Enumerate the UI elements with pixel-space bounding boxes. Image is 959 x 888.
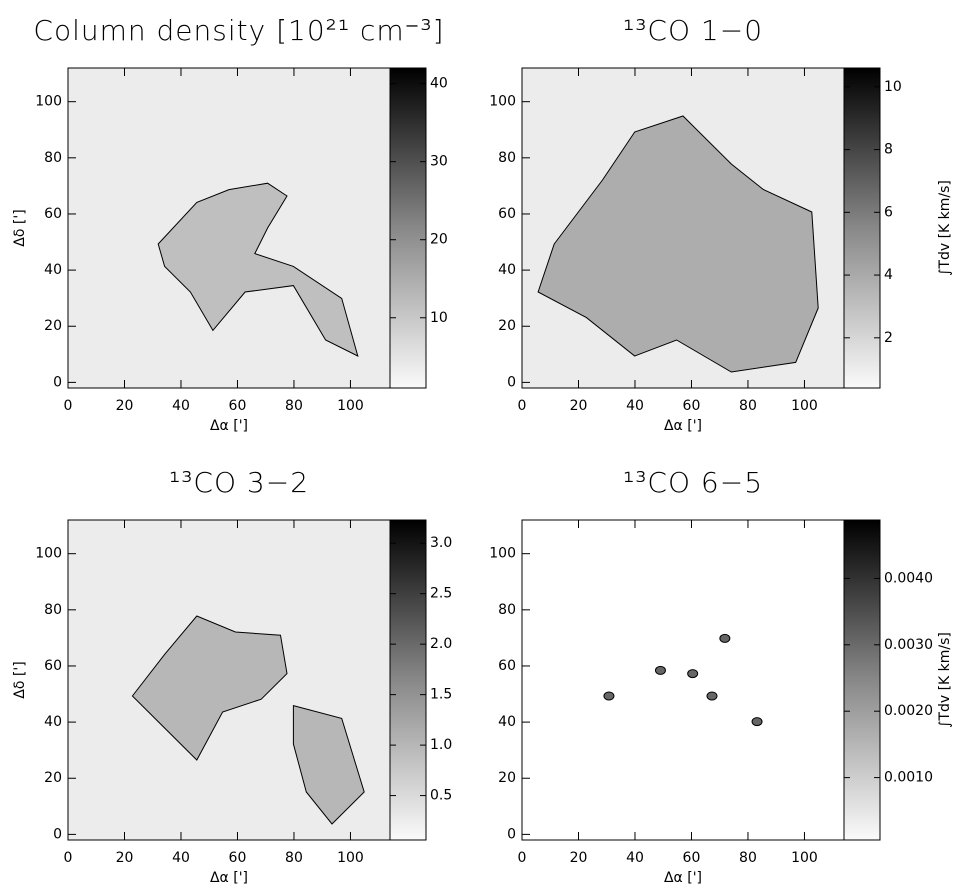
cloud-region — [537, 115, 819, 373]
x-tick-label: 60 — [683, 398, 701, 414]
x-tick-label: 40 — [626, 398, 644, 414]
colorbar-label: ∫Tdv [K km/s] — [937, 632, 953, 728]
x-axis-label: Δα ['] — [210, 418, 248, 434]
panel: ¹³CO 6−5 0 20 40 60 80 100 0 20 40 60 80 100 0.0010 0.… — [489, 466, 953, 886]
colorbar-tick-label: 1.5 — [430, 687, 452, 703]
y-tick-label: 20 — [44, 770, 62, 786]
y-tick-label: 60 — [498, 658, 516, 674]
y-tick-label: 60 — [498, 206, 516, 222]
x-tick-label: 40 — [172, 850, 190, 866]
colorbar — [389, 67, 427, 389]
colorbar-tick-label: 0.5 — [430, 788, 452, 804]
x-tick-label: 20 — [116, 850, 134, 866]
y-tick-label: 100 — [35, 94, 62, 110]
x-axis-label: Δα ['] — [210, 870, 248, 886]
x-tick-label: 20 — [570, 398, 588, 414]
x-tick-label: 100 — [337, 398, 364, 414]
y-tick-label: 40 — [44, 262, 62, 278]
x-tick-label: 80 — [285, 850, 303, 866]
x-tick-label: 60 — [229, 398, 247, 414]
panel-title: ¹³CO 1−0 — [623, 14, 763, 47]
y-axis-label: Δδ ['] — [12, 661, 28, 698]
colorbar-tick-label: 6 — [884, 204, 893, 220]
x-tick-label: 80 — [285, 398, 303, 414]
x-tick-label: 20 — [570, 850, 588, 866]
y-tick-label: 40 — [44, 714, 62, 730]
panel-title: ¹³CO 6−5 — [623, 466, 763, 499]
x-tick-label: 100 — [791, 398, 818, 414]
cloud-region — [292, 704, 365, 825]
colorbar-tick-label: 2.0 — [430, 636, 452, 652]
cloud-region — [157, 182, 359, 357]
x-tick-label: 80 — [739, 850, 757, 866]
y-axis-label: Δδ ['] — [12, 209, 28, 246]
panel: ¹³CO 1−0 0 20 40 60 80 100 0 20 40 60 80 100 2 4 6 8 10 Δα… — [489, 14, 953, 434]
x-tick-label: 0 — [518, 398, 527, 414]
y-tick-label: 80 — [498, 602, 516, 618]
colorbar-tick-label: 8 — [884, 142, 893, 158]
x-tick-label: 60 — [229, 850, 247, 866]
panel: ¹³CO 3−2 0 20 40 60 80 100 0 20 40 60 80 100 0.5 1.0 1.… — [12, 466, 452, 886]
panel: Column density [10²¹ cm⁻³] 0 20 40 60 80 100 0 2… — [12, 14, 448, 434]
colorbar — [843, 67, 881, 389]
contour-spot — [687, 669, 699, 679]
y-tick-label: 0 — [53, 826, 62, 842]
colorbar-tick-label: 1.0 — [430, 737, 452, 753]
y-tick-label: 20 — [498, 318, 516, 334]
y-tick-label: 40 — [498, 714, 516, 730]
y-tick-label: 20 — [44, 318, 62, 334]
colorbar-tick-label: 4 — [884, 267, 893, 283]
colorbar-tick-label: 0.0040 — [884, 570, 933, 586]
y-tick-label: 0 — [507, 826, 516, 842]
x-tick-label: 0 — [64, 398, 73, 414]
colorbar-tick-label: 2.5 — [430, 586, 452, 602]
y-tick-label: 100 — [489, 546, 516, 562]
contour-spot — [751, 717, 763, 727]
x-tick-label: 40 — [172, 398, 190, 414]
y-tick-label: 80 — [498, 150, 516, 166]
contour-spot — [706, 691, 718, 701]
y-tick-label: 80 — [44, 150, 62, 166]
y-tick-label: 20 — [498, 770, 516, 786]
y-tick-label: 40 — [498, 262, 516, 278]
x-tick-label: 100 — [791, 850, 818, 866]
x-tick-label: 20 — [116, 398, 134, 414]
y-tick-label: 0 — [507, 374, 516, 390]
x-tick-label: 0 — [64, 850, 73, 866]
contour-spot — [654, 665, 666, 675]
x-axis-label: Δα ['] — [664, 870, 702, 886]
x-tick-label: 60 — [683, 850, 701, 866]
contour-spot — [603, 691, 615, 701]
contour-spot — [719, 633, 731, 643]
colorbar-tick-label: 40 — [430, 76, 448, 92]
y-tick-label: 80 — [44, 602, 62, 618]
panel-title: ¹³CO 3−2 — [169, 466, 309, 499]
map-background — [522, 520, 844, 840]
colorbar — [843, 519, 881, 841]
colorbar-tick-label: 10 — [430, 310, 448, 326]
colorbar-tick-label: 10 — [884, 79, 902, 95]
colorbar-tick-label: 3.0 — [430, 535, 452, 551]
colorbar-tick-label: 0.0030 — [884, 637, 933, 653]
y-tick-label: 100 — [489, 94, 516, 110]
y-tick-label: 60 — [44, 658, 62, 674]
colorbar-tick-label: 0.0010 — [884, 770, 933, 786]
y-tick-label: 0 — [53, 374, 62, 390]
x-tick-label: 40 — [626, 850, 644, 866]
panel-title: Column density [10²¹ cm⁻³] — [33, 14, 444, 47]
colorbar-tick-label: 20 — [430, 232, 448, 248]
x-axis-label: Δα ['] — [664, 418, 702, 434]
y-tick-label: 60 — [44, 206, 62, 222]
cloud-region — [131, 615, 288, 761]
colorbar — [389, 519, 427, 841]
colorbar-label: ∫Tdv [K km/s] — [937, 180, 953, 276]
x-tick-label: 0 — [518, 850, 527, 866]
colorbar-tick-label: 0.0020 — [884, 703, 933, 719]
x-tick-label: 80 — [739, 398, 757, 414]
colorbar-tick-label: 2 — [884, 330, 893, 346]
colorbar-tick-label: 30 — [430, 154, 448, 170]
x-tick-label: 100 — [337, 850, 364, 866]
y-tick-label: 100 — [35, 546, 62, 562]
